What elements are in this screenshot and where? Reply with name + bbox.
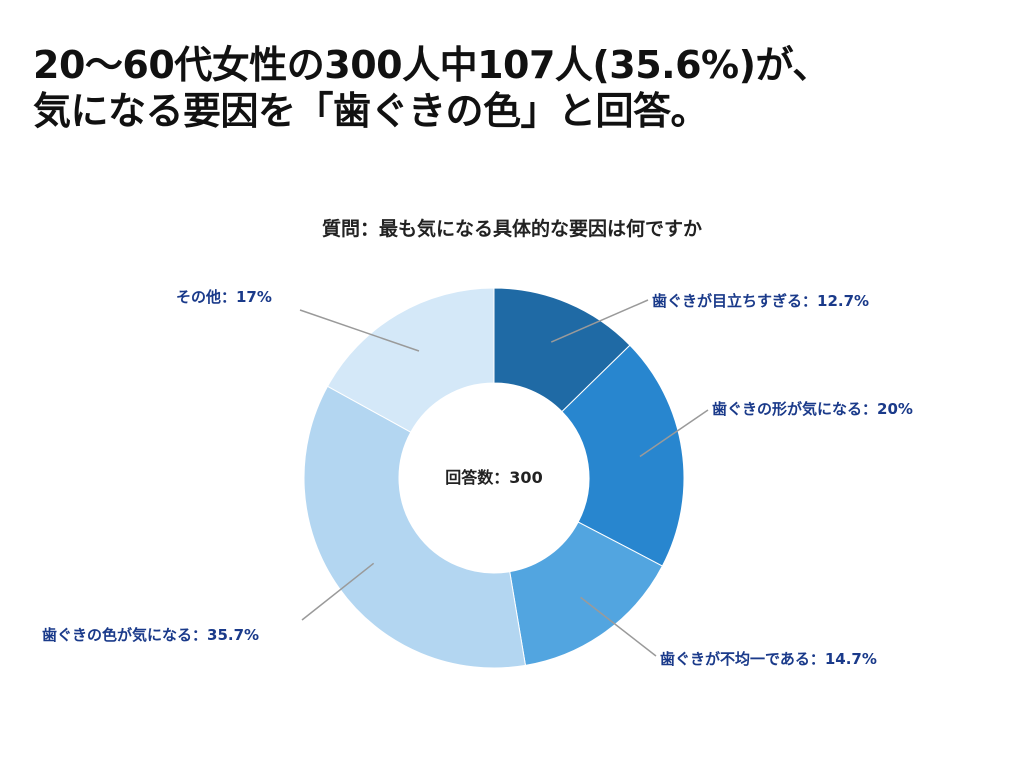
donut-slice-3 (509, 521, 664, 666)
leader-line-2 (639, 409, 709, 458)
leader-lines (299, 299, 709, 657)
leader-line-3 (580, 596, 657, 657)
slice-label-1: 歯ぐきが目立ちすぎる：12.7% (652, 292, 869, 310)
leader-line-5 (299, 309, 420, 352)
slice-label-5: その他：17% (176, 288, 272, 306)
headline-line-1: 20〜60代女性の300人中107人(35.6%)が、 (33, 43, 830, 87)
donut-slice-5 (326, 287, 495, 433)
donut-slice-2 (561, 344, 685, 567)
center-label: 回答数：300 (445, 468, 542, 487)
donut-slice-4 (303, 385, 527, 669)
chart-title: 質問：最も気になる具体的な要因は何ですか (321, 218, 702, 240)
leader-line-1 (550, 299, 649, 343)
slice-label-4: 歯ぐきの色が気になる：35.7% (42, 626, 259, 644)
slice-labels: 歯ぐきが目立ちすぎる：12.7% 歯ぐきの形が気になる：20% 歯ぐきが不均一である… (42, 288, 913, 668)
leader-line-4 (301, 562, 375, 621)
headline: 20〜60代女性の300人中107人(35.6%)が、 気になる要因を「歯ぐきの… (33, 42, 1013, 134)
headline-line-2: 気になる要因を「歯ぐきの色」と回答。 (33, 89, 709, 133)
slice-label-3: 歯ぐきが不均一である：14.7% (660, 650, 877, 668)
slice-label-2: 歯ぐきの形が気になる：20% (712, 400, 913, 418)
donut-slices (303, 287, 685, 669)
